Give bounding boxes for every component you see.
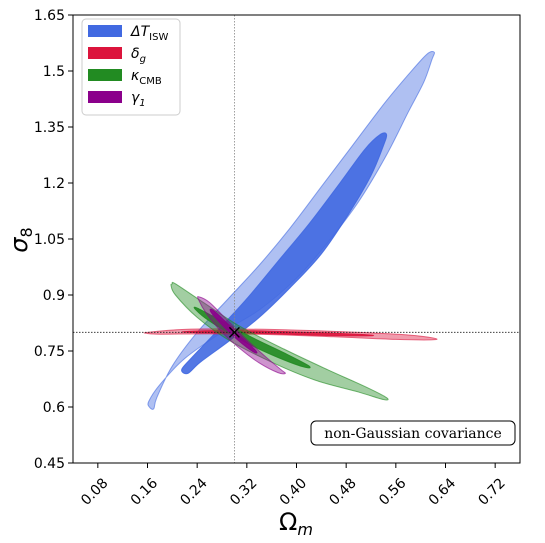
y-tick-label: 0.45 bbox=[34, 456, 65, 472]
contour-cmb-lensing-outer bbox=[170, 281, 389, 401]
annotation-text: non-Gaussian covariance bbox=[324, 426, 502, 442]
y-tick-label: 1.5 bbox=[43, 64, 65, 80]
legend-swatch bbox=[88, 69, 122, 81]
y-tick-label: 1.35 bbox=[34, 120, 65, 136]
annotation-box bbox=[310, 420, 516, 446]
legend-label: ΔTISW bbox=[130, 24, 168, 43]
fiducial-marker bbox=[228, 326, 240, 338]
legend-label: κCMB bbox=[131, 68, 162, 87]
y-axis-label: σ8 bbox=[5, 227, 36, 252]
y-tick-label: 0.6 bbox=[43, 400, 65, 416]
y-tick-label: 1.65 bbox=[34, 8, 65, 24]
legend-swatch bbox=[88, 47, 122, 59]
legend-swatch bbox=[88, 25, 122, 37]
contour-isw-inner bbox=[181, 132, 388, 375]
y-tick-label: 1.05 bbox=[34, 232, 65, 248]
legend-label: γ1 bbox=[131, 90, 146, 109]
y-tick-label: 1.2 bbox=[43, 176, 65, 192]
legend-label: δg bbox=[131, 46, 146, 65]
y-tick-label: 0.75 bbox=[34, 344, 65, 360]
legend-swatch bbox=[88, 91, 122, 103]
x-axis-label: Ωm bbox=[279, 508, 313, 539]
y-tick-label: 0.9 bbox=[43, 288, 65, 304]
